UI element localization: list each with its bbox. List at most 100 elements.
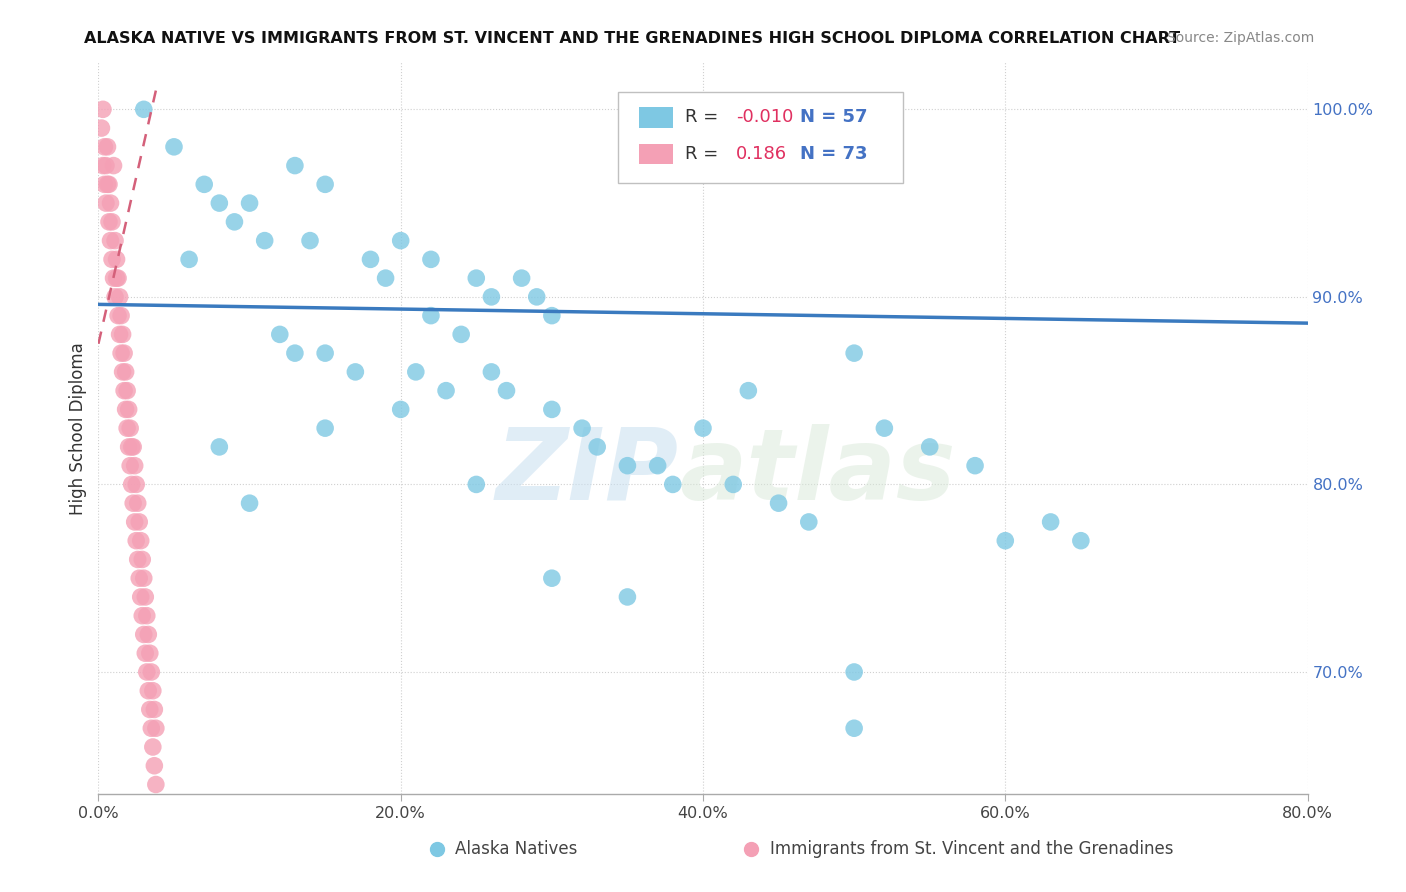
Point — [141, 721, 163, 735]
Point — [129, 533, 152, 548]
Point — [129, 590, 152, 604]
Point — [495, 384, 517, 398]
Point — [661, 477, 683, 491]
Point — [179, 252, 201, 267]
Point — [91, 159, 114, 173]
Point — [114, 402, 136, 417]
Point — [128, 571, 150, 585]
Point — [121, 440, 143, 454]
Point — [91, 103, 114, 117]
Point — [768, 496, 790, 510]
Point — [314, 178, 336, 192]
Point — [239, 496, 262, 510]
Point — [101, 252, 124, 267]
Point — [132, 571, 155, 585]
Point — [163, 140, 186, 154]
Point — [132, 627, 155, 641]
Point — [1070, 533, 1092, 548]
Point — [1039, 515, 1062, 529]
Point — [105, 252, 128, 267]
Point — [193, 178, 215, 192]
Point — [107, 309, 129, 323]
Point — [224, 215, 246, 229]
Point — [405, 365, 427, 379]
Point — [115, 421, 138, 435]
Point — [142, 683, 165, 698]
Point — [510, 271, 533, 285]
Point — [101, 215, 124, 229]
Point — [143, 702, 166, 716]
Text: atlas: atlas — [679, 424, 955, 521]
Point — [253, 234, 276, 248]
Point — [540, 402, 562, 417]
Point — [122, 440, 145, 454]
Point — [450, 327, 472, 342]
Point — [465, 477, 488, 491]
Point — [136, 627, 159, 641]
Point — [284, 346, 307, 360]
Point — [118, 440, 141, 454]
Point — [98, 215, 121, 229]
Point — [208, 196, 231, 211]
Point — [918, 440, 941, 454]
Point — [139, 702, 162, 716]
Point — [131, 608, 153, 623]
Point — [124, 515, 146, 529]
Point — [132, 103, 155, 117]
Point — [135, 608, 157, 623]
Point — [389, 402, 412, 417]
Point — [96, 140, 118, 154]
Point — [616, 590, 638, 604]
Point — [120, 421, 142, 435]
Text: R =: R = — [685, 108, 724, 127]
Text: -0.010: -0.010 — [735, 108, 793, 127]
Point — [299, 234, 322, 248]
Point — [314, 346, 336, 360]
Y-axis label: High School Diploma: High School Diploma — [69, 342, 87, 515]
Point — [108, 327, 131, 342]
Point — [108, 290, 131, 304]
Point — [136, 683, 159, 698]
Point — [115, 384, 138, 398]
Point — [481, 290, 503, 304]
Point — [844, 346, 866, 360]
FancyBboxPatch shape — [619, 92, 903, 183]
Point — [93, 178, 115, 192]
Point — [647, 458, 669, 473]
Point — [145, 721, 167, 735]
Point — [98, 178, 121, 192]
FancyBboxPatch shape — [638, 144, 673, 164]
Point — [360, 252, 382, 267]
Point — [269, 327, 291, 342]
Point — [692, 421, 714, 435]
Point — [124, 458, 146, 473]
Point — [145, 777, 167, 791]
Point — [134, 646, 156, 660]
Point — [134, 590, 156, 604]
Point — [118, 402, 141, 417]
Point — [90, 121, 112, 136]
Point — [127, 496, 149, 510]
Point — [586, 440, 609, 454]
Point — [844, 665, 866, 679]
Text: 0.186: 0.186 — [735, 145, 787, 163]
Point — [104, 234, 127, 248]
Text: Source: ZipAtlas.com: Source: ZipAtlas.com — [1167, 31, 1315, 45]
Point — [844, 721, 866, 735]
Text: N = 73: N = 73 — [800, 145, 868, 163]
Point — [93, 140, 115, 154]
Point — [110, 309, 132, 323]
Point — [111, 365, 134, 379]
Point — [111, 327, 134, 342]
Point — [420, 252, 443, 267]
Text: ZIP: ZIP — [496, 424, 679, 521]
Point — [105, 271, 128, 285]
Point — [481, 365, 503, 379]
Point — [135, 665, 157, 679]
Point — [723, 477, 745, 491]
Point — [526, 290, 548, 304]
Point — [122, 496, 145, 510]
Point — [104, 290, 127, 304]
Point — [94, 196, 117, 211]
Point — [107, 271, 129, 285]
